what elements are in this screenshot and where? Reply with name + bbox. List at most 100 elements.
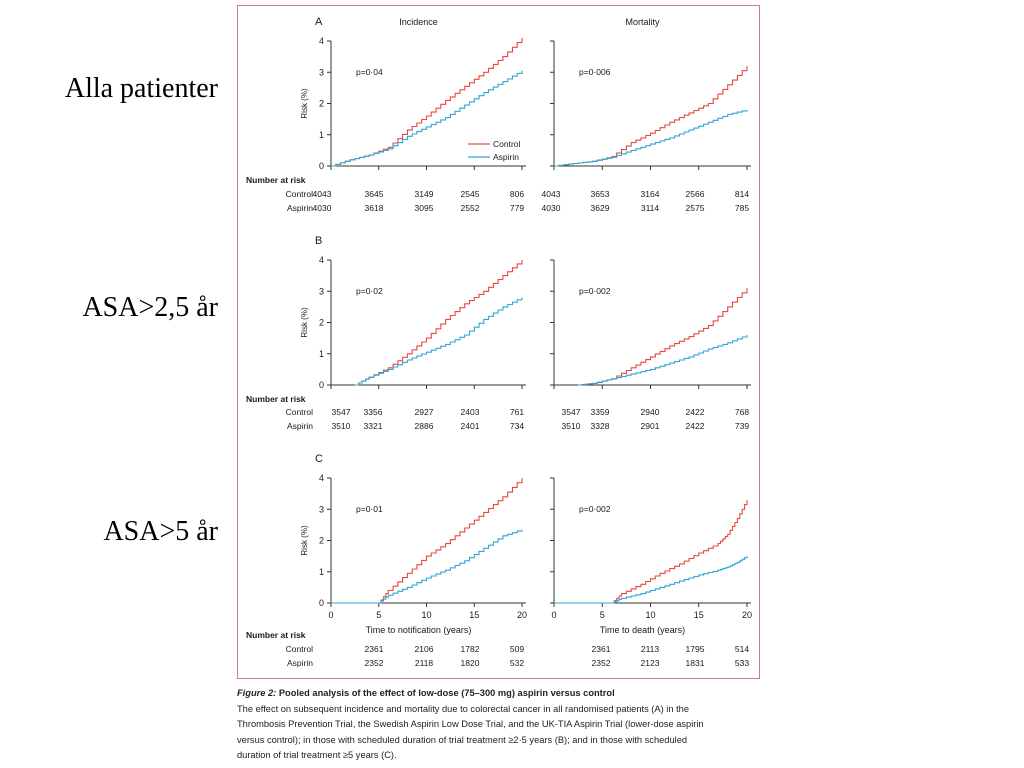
- aspirin-series-line: [331, 70, 523, 167]
- risk-value: 3618: [365, 203, 384, 213]
- risk-value: 3547: [562, 407, 581, 417]
- legend-label: Control: [493, 139, 521, 149]
- risk-row-label: Control: [286, 189, 314, 199]
- risk-value: 4030: [313, 203, 332, 213]
- y-tick-label: 3: [319, 286, 324, 296]
- risk-row-label: Aspirin: [287, 203, 313, 213]
- y-tick-label: 2: [319, 536, 324, 546]
- x-tick-label: 10: [421, 610, 431, 620]
- risk-value: 2361: [592, 644, 611, 654]
- y-tick-label: 4: [319, 473, 324, 483]
- risk-value: 3653: [591, 189, 610, 199]
- p-value: p=0·01: [356, 504, 383, 514]
- risk-row-label: Control: [286, 644, 314, 654]
- x-tick-label: 20: [517, 610, 527, 620]
- risk-value: 1831: [686, 658, 705, 668]
- aspirin-series-line: [554, 109, 748, 167]
- column-title: Mortality: [625, 17, 660, 27]
- risk-value: 814: [735, 189, 749, 199]
- caption-line: versus control); in those with scheduled…: [237, 734, 688, 745]
- y-tick-label: 1: [319, 349, 324, 359]
- risk-value: 2113: [641, 644, 660, 654]
- x-tick-label: 5: [376, 610, 381, 620]
- km-figure: A Incidence 0 1 2 3 4 Risk (%) p=0·04 Control Aspi…: [246, 16, 752, 668]
- risk-value: 3356: [364, 407, 383, 417]
- risk-value: 532: [510, 658, 524, 668]
- risk-value: 3321: [364, 421, 383, 431]
- risk-value: 1782: [461, 644, 480, 654]
- risk-value: 3164: [641, 189, 660, 199]
- panel-letter: C: [315, 453, 323, 465]
- y-tick-label: 0: [319, 161, 324, 171]
- number-at-risk-header: Number at risk: [246, 630, 306, 640]
- y-tick-label: 1: [319, 567, 324, 577]
- risk-value: 3114: [641, 203, 660, 213]
- risk-value: 3510: [332, 421, 351, 431]
- risk-value: 2118: [415, 658, 434, 668]
- p-value: p=0·006: [579, 67, 611, 77]
- risk-value: 4043: [542, 189, 561, 199]
- risk-value: 2886: [415, 421, 434, 431]
- risk-value: 2123: [641, 658, 660, 668]
- aspirin-series-line: [554, 556, 748, 604]
- risk-value: 2575: [686, 203, 705, 213]
- caption-line: The effect on subsequent incidence and m…: [237, 703, 690, 714]
- risk-value: 785: [735, 203, 749, 213]
- x-tick-label: 15: [469, 610, 479, 620]
- risk-value: 533: [735, 658, 749, 668]
- y-tick-label: 4: [319, 255, 324, 265]
- control-series-line: [554, 66, 748, 167]
- x-tick-label: 20: [742, 610, 752, 620]
- risk-row-label: Aspirin: [287, 421, 313, 431]
- p-value: p=0·002: [579, 286, 611, 296]
- y-axis-label: Risk (%): [300, 88, 309, 119]
- y-tick-label: 1: [319, 130, 324, 140]
- column-title: Incidence: [399, 17, 438, 27]
- risk-row-label: Control: [286, 407, 314, 417]
- risk-value: 739: [735, 421, 749, 431]
- caption-title: Pooled analysis of the effect of low-dos…: [276, 688, 615, 698]
- y-tick-label: 3: [319, 67, 324, 77]
- risk-value: 761: [510, 407, 524, 417]
- row-label-asa-5: ASA>5 år: [103, 516, 218, 547]
- risk-value: 514: [735, 644, 749, 654]
- y-tick-label: 0: [319, 598, 324, 608]
- figure-caption: Figure 2: Pooled analysis of the effect …: [237, 686, 760, 764]
- legend-label: Aspirin: [493, 152, 519, 162]
- risk-value: 509: [510, 644, 524, 654]
- risk-value: 3510: [562, 421, 581, 431]
- panel-letter: B: [315, 235, 322, 247]
- caption-figure-label: Figure 2:: [237, 688, 277, 698]
- caption-line: Thrombosis Prevention Trial, the Swedish…: [237, 719, 704, 729]
- risk-value: 2352: [592, 658, 611, 668]
- risk-value: 779: [510, 203, 524, 213]
- x-tick-label: 5: [600, 610, 605, 620]
- risk-value: 2352: [365, 658, 384, 668]
- risk-value: 768: [735, 407, 749, 417]
- p-value: p=0·002: [579, 504, 611, 514]
- risk-value: 2361: [365, 644, 384, 654]
- risk-value: 2552: [461, 203, 480, 213]
- aspirin-series-line: [354, 297, 523, 386]
- row-label-all-patients: Alla patienter: [64, 73, 218, 104]
- number-at-risk-header: Number at risk: [246, 394, 306, 404]
- aspirin-series-line: [331, 529, 523, 604]
- risk-value: 3095: [415, 203, 434, 213]
- y-axis-label: Risk (%): [300, 525, 309, 556]
- risk-value: 3629: [591, 203, 610, 213]
- risk-value: 1795: [686, 644, 705, 654]
- y-tick-label: 0: [319, 380, 324, 390]
- figure-frame: [237, 5, 760, 679]
- risk-value: 2940: [641, 407, 660, 417]
- control-series-line: [331, 478, 523, 604]
- x-tick-label: 0: [551, 610, 556, 620]
- aspirin-series-line: [578, 335, 748, 386]
- y-axis-label: Risk (%): [300, 307, 309, 338]
- row-label-asa-2-5: ASA>2,5 år: [82, 292, 218, 323]
- caption-line: duration of trial treatment ≥5 years (C)…: [237, 750, 397, 760]
- x-axis-label: Time to notification (years): [366, 625, 472, 635]
- x-tick-label: 15: [694, 610, 704, 620]
- risk-value: 734: [510, 421, 524, 431]
- control-series-line: [554, 499, 748, 604]
- risk-value: 2901: [641, 421, 660, 431]
